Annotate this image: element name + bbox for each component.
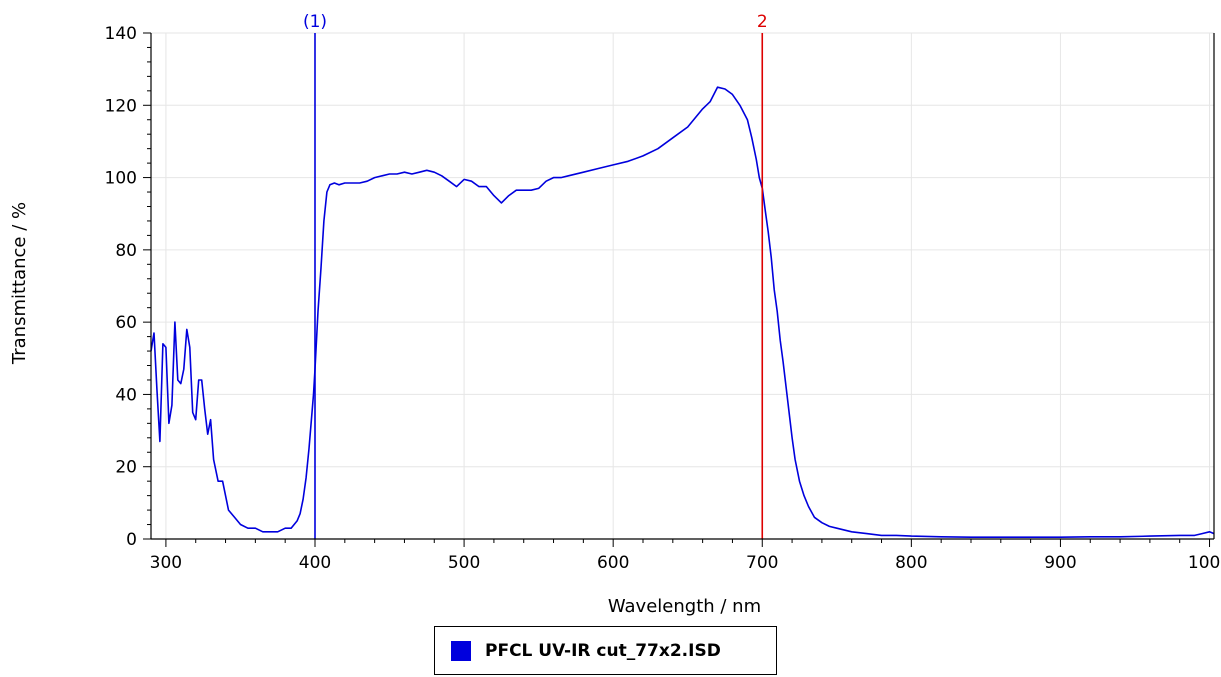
y-tick-label: 140 bbox=[105, 24, 137, 44]
x-tick-label: 900 bbox=[1044, 553, 1076, 573]
series-line bbox=[150, 86, 1215, 538]
marker-label: (1) bbox=[303, 12, 327, 32]
y-tick-label: 100 bbox=[105, 169, 137, 189]
y-tick-label: 20 bbox=[115, 458, 137, 478]
x-tick-label: 300 bbox=[150, 553, 182, 573]
y-tick-label: 60 bbox=[115, 313, 137, 333]
x-axis-title: Wavelength / nm bbox=[608, 596, 761, 617]
x-tick-label: 400 bbox=[299, 553, 331, 573]
legend-swatch bbox=[451, 640, 471, 661]
y-tick-label: 80 bbox=[115, 241, 137, 261]
legend-label: PFCL UV-IR cut_77x2.ISD bbox=[485, 640, 721, 661]
major-ticks bbox=[143, 32, 1211, 547]
y-tick-label: 0 bbox=[126, 530, 137, 550]
x-tick-label: 800 bbox=[895, 553, 927, 573]
y-tick-label: 40 bbox=[115, 385, 137, 405]
grid bbox=[151, 32, 1214, 539]
x-tick-label: 700 bbox=[746, 553, 778, 573]
y-tick-labels: 0 20 40 60 80 100 120 140 bbox=[105, 24, 137, 550]
markers: (1) 2 bbox=[303, 12, 768, 539]
legend: PFCL UV-IR cut_77x2.ISD bbox=[434, 626, 777, 675]
x-tick-label: 600 bbox=[597, 553, 629, 573]
marker-label: 2 bbox=[757, 12, 768, 32]
y-tick-label: 120 bbox=[105, 96, 137, 116]
minor-ticks bbox=[147, 46, 1181, 543]
x-tick-label: 500 bbox=[448, 553, 480, 573]
y-axis-title: Transmittance / % bbox=[9, 202, 30, 365]
